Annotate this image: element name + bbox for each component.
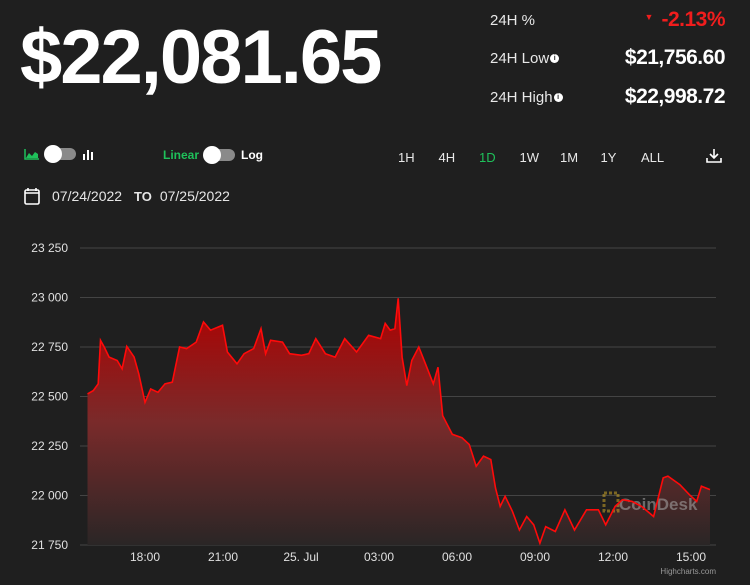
coindesk-watermark: CoinDesk xyxy=(602,491,698,514)
range-1m[interactable]: 1M xyxy=(560,150,579,165)
date-to-input[interactable]: 07/25/2022 xyxy=(159,188,230,204)
y-tick-label: 22 750 xyxy=(31,340,68,354)
bar-chart-icon[interactable] xyxy=(82,148,94,160)
chart-type-toggle-group xyxy=(24,145,94,163)
down-triangle-icon: ▼ xyxy=(644,12,654,22)
download-icon[interactable] xyxy=(706,148,722,164)
stat-value: -2.13% xyxy=(661,8,725,31)
x-tick-label: 06:00 xyxy=(442,550,472,564)
area-chart-icon[interactable] xyxy=(24,148,40,160)
range-1d[interactable]: 1D xyxy=(479,150,496,165)
stat-24h-change: 24H % ▼ -2.13% xyxy=(490,8,725,32)
range-1y[interactable]: 1Y xyxy=(600,150,617,165)
stat-label: 24H Low xyxy=(490,49,550,67)
price-chart[interactable]: CoinDesk 23 250 23 000 22 750 22 500 22 250 2… xyxy=(0,225,750,585)
scale-toggle-group: Linear Log xyxy=(163,146,264,164)
log-label[interactable]: Log xyxy=(241,148,264,162)
date-range: 07/24/2022 TO 07/25/2022 xyxy=(24,187,234,205)
info-icon[interactable]: i xyxy=(550,53,560,63)
watermark-text: CoinDesk xyxy=(619,495,698,514)
range-1w[interactable]: 1W xyxy=(519,150,540,165)
stat-label: 24H High xyxy=(490,88,553,106)
y-tick-label: 22 000 xyxy=(31,489,68,503)
to-label: TO xyxy=(134,188,152,204)
x-tick-label: 03:00 xyxy=(364,550,394,564)
date-from-input[interactable]: 07/24/2022 xyxy=(52,188,123,204)
scale-toggle[interactable] xyxy=(203,146,236,164)
y-tick-label: 21 750 xyxy=(31,538,68,552)
chart-type-toggle[interactable] xyxy=(44,145,76,163)
stat-24h-high: 24H High i $22,998.72 xyxy=(490,85,726,109)
current-price: $22,081.65 xyxy=(20,15,382,100)
price-area xyxy=(87,298,710,545)
y-tick-label: 22 250 xyxy=(31,439,68,453)
x-tick-label: 15:00 xyxy=(676,550,706,564)
calendar-icon[interactable] xyxy=(24,187,40,205)
highcharts-credit[interactable]: Highcharts.com xyxy=(660,567,716,576)
x-tick-label: 09:00 xyxy=(520,550,550,564)
x-tick-label: 12:00 xyxy=(598,550,628,564)
range-all[interactable]: ALL xyxy=(641,150,665,165)
y-tick-label: 23 000 xyxy=(31,291,68,305)
stat-label: 24H % xyxy=(490,11,536,29)
range-selector: 1H 4H 1D 1W 1M 1Y ALL xyxy=(398,150,682,165)
x-tick-label: 18:00 xyxy=(130,550,160,564)
stat-24h-low: 24H Low i $21,756.60 xyxy=(490,46,726,70)
range-1h[interactable]: 1H xyxy=(398,150,415,165)
x-tick-label: 21:00 xyxy=(208,550,238,564)
y-tick-label: 22 500 xyxy=(31,390,68,404)
price-line xyxy=(87,298,711,546)
info-icon[interactable]: i xyxy=(553,92,563,102)
stat-value: $22,998.72 xyxy=(624,85,726,108)
linear-label[interactable]: Linear xyxy=(163,148,200,162)
range-4h[interactable]: 4H xyxy=(438,150,456,165)
y-tick-label: 23 250 xyxy=(31,241,68,255)
stat-value: $21,756.60 xyxy=(624,46,726,69)
x-tick-label: 25. Jul xyxy=(283,550,318,564)
